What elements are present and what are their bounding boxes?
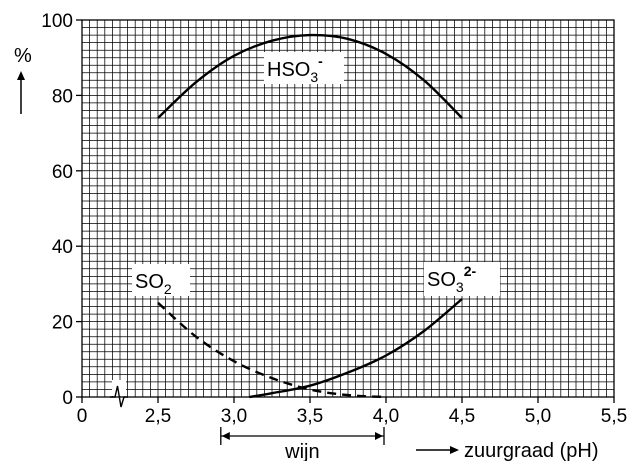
series-label-bg bbox=[424, 262, 500, 296]
series-label-so3: SO32- bbox=[427, 263, 476, 295]
y-tick-label: 100 bbox=[41, 11, 73, 32]
y-tick-label: 0 bbox=[62, 388, 73, 409]
series-line-hso3 bbox=[157, 33, 463, 119]
x-tick-label: 3,0 bbox=[221, 406, 247, 427]
wijn-label: wijn bbox=[284, 441, 319, 461]
y-tick-label: 40 bbox=[52, 237, 73, 258]
series-labels: HSO3- SO2 SO32- bbox=[132, 52, 500, 297]
y-tick-label: 20 bbox=[52, 313, 73, 334]
x-tick-label: 5,0 bbox=[525, 406, 551, 427]
x-tick-label: 0 bbox=[77, 406, 88, 427]
x-axis-ticks: 0 2,5 3,0 3,5 4,0 4,5 5,0 5,5 bbox=[77, 397, 627, 427]
wijn-range-annotation: wijn bbox=[220, 427, 385, 461]
y-tick-label: 60 bbox=[52, 162, 73, 183]
y-axis-arrow bbox=[17, 71, 25, 114]
chart-grid bbox=[82, 19, 615, 397]
series-label-bg bbox=[132, 264, 190, 296]
x-axis-label: zuurgraad (pH) bbox=[464, 440, 599, 461]
plot-frame bbox=[81, 19, 615, 398]
y-axis-label: % bbox=[14, 45, 32, 67]
x-tick-label: 3,5 bbox=[297, 406, 323, 427]
y-tick-label: 80 bbox=[52, 86, 73, 107]
chart-series bbox=[157, 33, 463, 399]
x-axis-arrow bbox=[416, 446, 459, 454]
series-label-so2: SO2 bbox=[135, 271, 172, 297]
chart-axes bbox=[81, 19, 615, 408]
x-tick-label: 2,5 bbox=[145, 406, 171, 427]
series-label-hso3: HSO3- bbox=[267, 53, 323, 85]
x-tick-label: 5,5 bbox=[601, 406, 627, 427]
series-line-so2 bbox=[157, 301, 387, 399]
series-label-bg bbox=[264, 52, 344, 84]
wijn-arrow-left bbox=[221, 432, 230, 440]
wijn-arrow-right bbox=[375, 432, 383, 440]
x-tick-label: 4,5 bbox=[449, 406, 475, 427]
y-axis-ticks: 0 20 40 60 80 100 bbox=[41, 11, 82, 409]
axis-break bbox=[110, 385, 128, 408]
x-tick-label: 4,0 bbox=[373, 406, 399, 427]
series-line-so3 bbox=[249, 298, 463, 399]
